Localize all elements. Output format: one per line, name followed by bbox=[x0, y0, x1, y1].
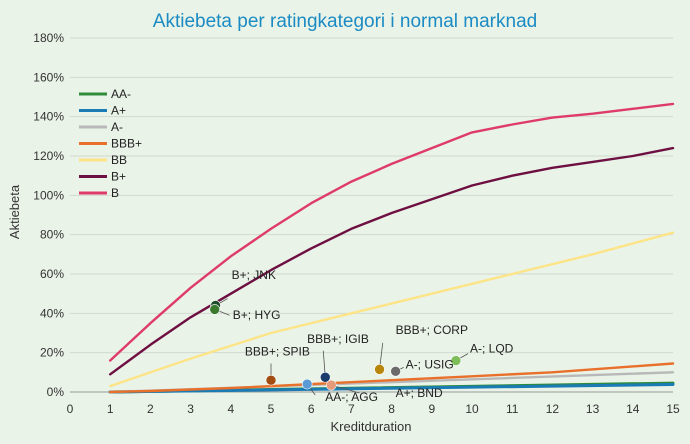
data-point bbox=[209, 304, 221, 315]
x-tick-label: 12 bbox=[546, 402, 560, 416]
legend-label: A+ bbox=[111, 104, 126, 118]
point-label: BBB+; IGIB bbox=[307, 332, 369, 346]
series-line-1 bbox=[108, 383, 675, 394]
point-label: A-; USIG bbox=[406, 357, 454, 371]
x-tick-label: 7 bbox=[348, 402, 355, 416]
point-label: BBB+; SPIB bbox=[245, 345, 310, 359]
x-tick-label: 11 bbox=[506, 402, 519, 416]
y-tick-label: 100% bbox=[33, 188, 64, 202]
data-point bbox=[374, 364, 385, 375]
x-axis-label: Kreditduration bbox=[331, 419, 412, 434]
point-label: B+; HYG bbox=[233, 308, 281, 322]
data-point bbox=[390, 366, 401, 377]
x-tick-label: 4 bbox=[227, 402, 234, 416]
legend-label: AA- bbox=[111, 87, 131, 101]
x-tick-label: 2 bbox=[147, 402, 154, 416]
data-point bbox=[319, 371, 331, 383]
x-tick-label: 5 bbox=[268, 402, 275, 416]
legend-label: A- bbox=[111, 120, 123, 134]
series-lines bbox=[108, 102, 675, 394]
x-tick-label: 15 bbox=[666, 402, 680, 416]
grid-lines bbox=[70, 37, 673, 393]
legend-label: B bbox=[111, 186, 119, 200]
y-tick-labels: 0% 20% 40% 60% 80% 100% 120% 140% 160% 180% bbox=[33, 31, 64, 399]
y-tick-label: 0% bbox=[47, 385, 65, 399]
series-line-3 bbox=[108, 362, 675, 394]
data-point bbox=[265, 374, 277, 386]
series-line-4 bbox=[108, 231, 675, 388]
x-tick-label: 0 bbox=[67, 402, 74, 416]
data-point bbox=[325, 379, 337, 391]
point-label: A-; LQD bbox=[470, 342, 514, 356]
point-label: BBB+; CORP bbox=[396, 323, 468, 337]
x-tick-label: 8 bbox=[388, 402, 395, 416]
legend-label: B+ bbox=[111, 170, 126, 184]
legend: AA-A+A-BBB+BBB+B bbox=[79, 87, 142, 200]
y-tick-label: 20% bbox=[40, 346, 64, 360]
y-tick-label: 80% bbox=[40, 228, 64, 242]
series-line-6 bbox=[108, 102, 675, 362]
x-tick-labels: 0 1 2 3 4 5 6 7 8 9 10 11 12 13 14 15 bbox=[67, 402, 680, 416]
series-line-5 bbox=[108, 146, 675, 376]
point-label: AA-; AGG bbox=[325, 390, 378, 404]
y-tick-label: 180% bbox=[33, 31, 64, 45]
x-tick-label: 14 bbox=[626, 402, 640, 416]
x-tick-label: 9 bbox=[428, 402, 435, 416]
x-tick-label: 6 bbox=[308, 402, 315, 416]
x-tick-label: 13 bbox=[586, 402, 600, 416]
chart-title: Aktiebeta per ratingkategori i normal ma… bbox=[153, 11, 537, 32]
y-tick-label: 160% bbox=[33, 70, 64, 84]
data-point bbox=[450, 355, 462, 366]
data-point bbox=[301, 378, 313, 390]
y-tick-label: 120% bbox=[33, 149, 64, 163]
legend-label: BB bbox=[111, 153, 127, 167]
y-axis-label: Aktiebeta bbox=[7, 184, 22, 239]
x-tick-label: 3 bbox=[187, 402, 194, 416]
y-tick-label: 140% bbox=[33, 110, 64, 124]
annotation-points bbox=[209, 300, 462, 391]
legend-label: BBB+ bbox=[111, 137, 142, 151]
point-label: B+; JNK bbox=[232, 268, 276, 282]
x-tick-label: 1 bbox=[107, 402, 114, 416]
y-tick-label: 40% bbox=[40, 306, 64, 320]
y-tick-label: 60% bbox=[40, 267, 64, 281]
x-tick-label: 10 bbox=[465, 402, 479, 416]
point-label: A+; BND bbox=[396, 386, 443, 400]
